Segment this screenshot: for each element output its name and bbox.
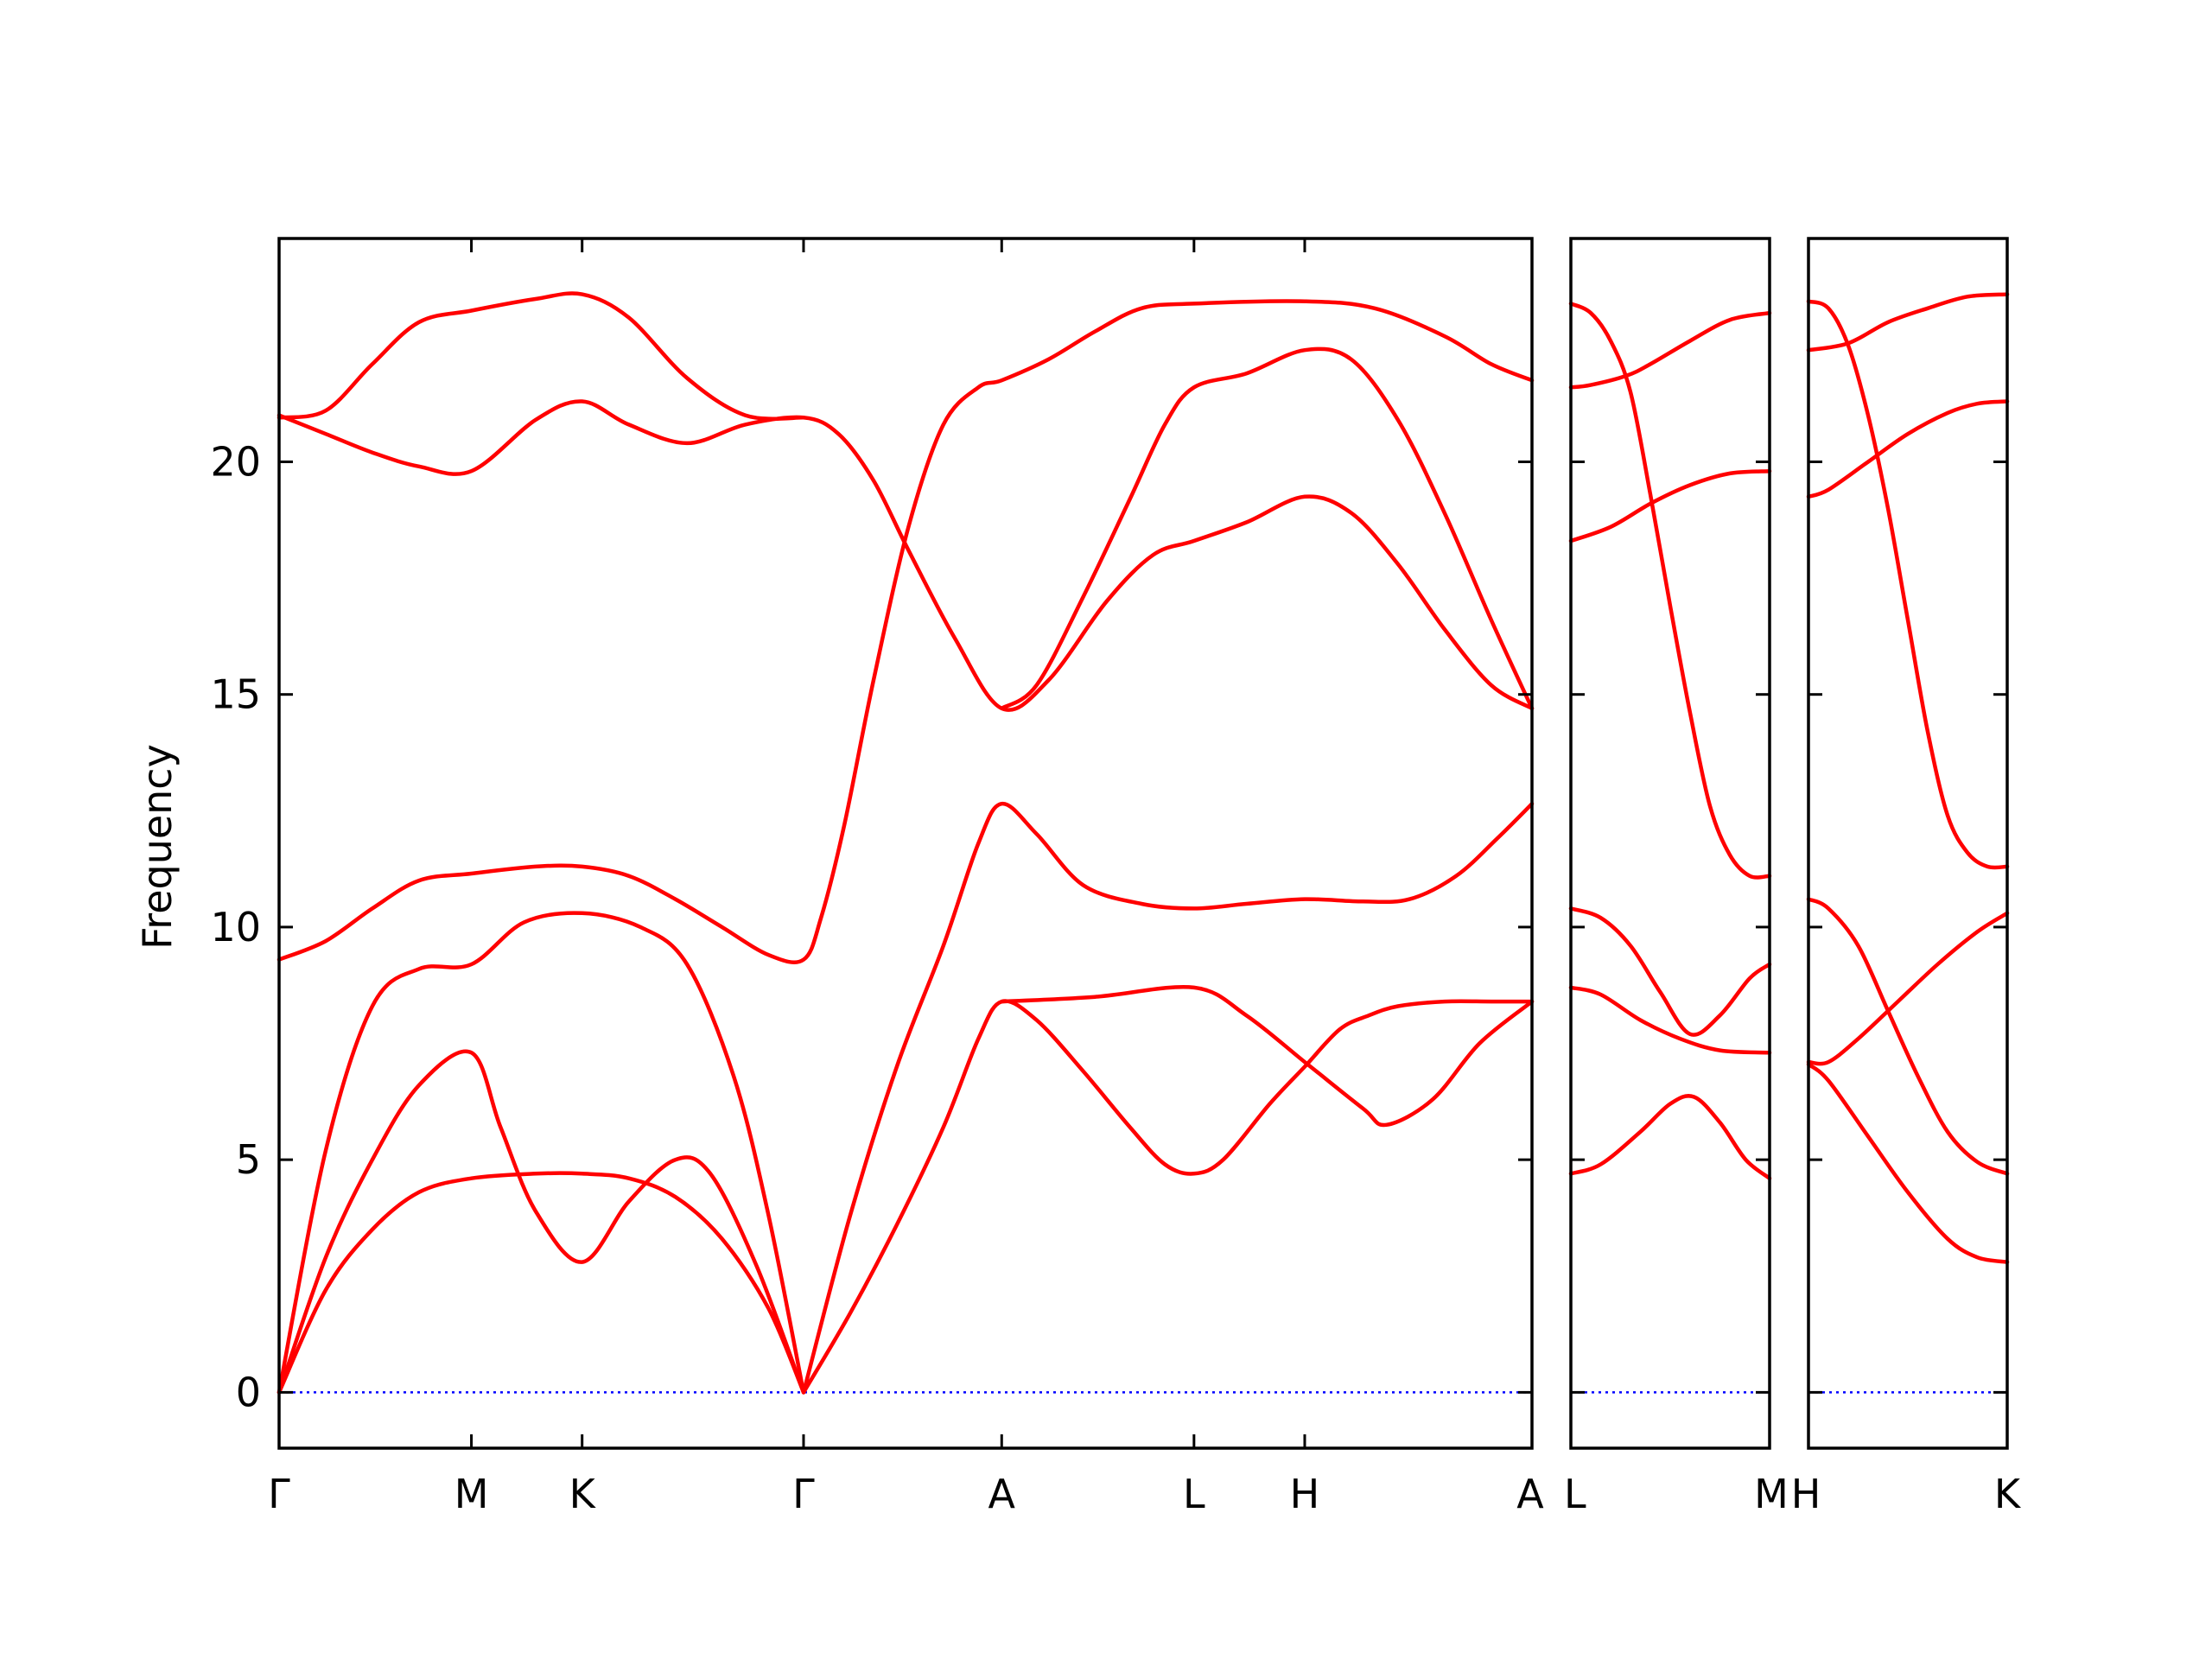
y-tick-label: 20	[210, 438, 261, 485]
band-line-4	[276, 299, 1535, 964]
x-tick-label: A	[1516, 1471, 1544, 1517]
band-line-7	[801, 999, 1535, 1395]
y-tick-label: 5	[236, 1136, 261, 1183]
band-line-4	[1806, 897, 2010, 1176]
x-tick-label: M	[1754, 1471, 1789, 1517]
band-line-1	[1568, 302, 1772, 880]
band-line-5	[276, 399, 1535, 712]
y-tick-label: 15	[210, 671, 261, 718]
axes-frame	[1807, 237, 2009, 1450]
band-line-6	[1568, 1094, 1772, 1180]
band-line-1	[1806, 299, 2010, 870]
band-line-1	[276, 911, 806, 1395]
band-line-5	[1568, 985, 1772, 1055]
y-tick-label: 10	[210, 904, 261, 950]
x-tick-label: L	[1183, 1471, 1205, 1517]
y-axis-label: Frequency	[134, 744, 181, 950]
axes-frame	[1569, 237, 1771, 1450]
band-line-6	[1806, 1062, 2010, 1264]
band-line-6	[276, 291, 806, 421]
band-line-3	[1568, 468, 1772, 543]
band-line-9	[801, 801, 1535, 1395]
x-tick-label: M	[454, 1471, 489, 1517]
x-tick-label: L	[1564, 1471, 1586, 1517]
x-tick-label: H	[1791, 1471, 1821, 1517]
band-line-3	[276, 1171, 806, 1395]
x-tick-label: Γ	[268, 1471, 290, 1517]
x-tick-label: K	[569, 1471, 597, 1517]
axes-frame	[277, 237, 1534, 1450]
band-line-2	[276, 1049, 806, 1395]
x-tick-label: K	[1994, 1471, 2022, 1517]
x-tick-label: A	[988, 1471, 1016, 1517]
band-line-3	[1806, 399, 2010, 499]
band-line-10	[1000, 346, 1535, 711]
band-line-4	[1568, 906, 1772, 1037]
band-line-8	[1000, 985, 1535, 1128]
y-tick-label: 0	[236, 1369, 261, 1415]
band-line-2	[1568, 310, 1772, 390]
x-tick-label: Γ	[792, 1471, 815, 1517]
x-tick-label: H	[1290, 1471, 1320, 1517]
band-line-2	[1806, 292, 2010, 353]
band-line-5	[1806, 911, 2010, 1066]
